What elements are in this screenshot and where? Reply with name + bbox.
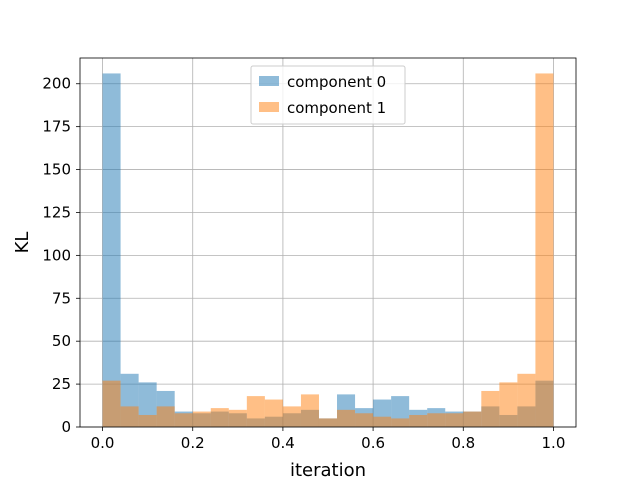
y-tick-label-5: 125	[42, 203, 71, 221]
bar-component-1-bin-23	[517, 373, 536, 427]
legend-swatch-component-0	[259, 76, 279, 86]
y-tick-label-4: 100	[42, 246, 71, 264]
legend: component 0 component 1	[250, 65, 406, 125]
bar-component-1-bin-2	[138, 414, 157, 427]
bar-component-1-bin-24	[535, 73, 554, 428]
bar-component-1-bin-14	[355, 413, 374, 427]
bar-component-1-bin-20	[463, 411, 482, 427]
bar-component-1-bin-7	[228, 409, 247, 427]
bar-component-1-bin-22	[499, 382, 518, 427]
bar-component-1-bin-4	[174, 413, 193, 427]
y-tick-label-7: 175	[42, 118, 71, 136]
y-tick-label-6: 150	[42, 161, 71, 179]
x-tick-label-0: 0.0	[91, 434, 115, 452]
bar-component-1-bin-12	[318, 418, 338, 427]
bar-component-1-bin-6	[210, 408, 229, 427]
bar-component-1-bin-13	[337, 409, 356, 427]
legend-label-component-0: component 0	[287, 73, 386, 91]
y-tick-label-2: 50	[52, 332, 71, 350]
y-tick-label-8: 200	[42, 75, 71, 93]
legend-box	[250, 65, 406, 125]
histogram-bars	[102, 73, 554, 428]
bar-component-1-bin-8	[246, 396, 265, 427]
y-axis-label: KL	[12, 232, 33, 254]
y-tick-label-3: 75	[52, 289, 71, 307]
bar-component-1-bin-10	[282, 406, 301, 427]
legend-label-component-1: component 1	[287, 99, 386, 117]
bar-component-1-bin-21	[481, 390, 500, 427]
bar-component-1-bin-3	[156, 406, 175, 427]
bar-component-1-bin-18	[427, 413, 446, 427]
x-tick-label-5: 1.0	[542, 434, 566, 452]
x-tick-label-1: 0.2	[181, 434, 205, 452]
x-tick-label-4: 0.8	[451, 434, 475, 452]
bar-component-1-bin-9	[264, 399, 283, 427]
x-tick-label-2: 0.4	[271, 434, 295, 452]
y-tick-label-0: 0	[61, 418, 71, 436]
y-tick-label-1: 25	[52, 375, 71, 393]
bar-component-1-bin-15	[373, 416, 392, 427]
x-axis-label: iteration	[290, 460, 366, 480]
bar-component-1-bin-5	[192, 411, 211, 427]
legend-swatch-component-1	[259, 102, 279, 112]
bar-component-1-bin-19	[445, 413, 464, 427]
bar-component-1-bin-1	[120, 406, 139, 427]
bar-component-1-bin-16	[391, 418, 410, 427]
bar-component-1-bin-17	[409, 414, 428, 427]
bar-component-0-bin-0	[102, 73, 121, 428]
x-tick-label-3: 0.6	[361, 434, 385, 452]
plot-frame	[79, 57, 577, 428]
axis-ticks: 0.0 0.2 0.4 0.6 0.8 1.0 0 25 50 75 100 125 150 175 200	[42, 75, 565, 452]
bar-component-1-bin-11	[300, 394, 319, 427]
bar-component-1-bin-0	[102, 380, 121, 427]
